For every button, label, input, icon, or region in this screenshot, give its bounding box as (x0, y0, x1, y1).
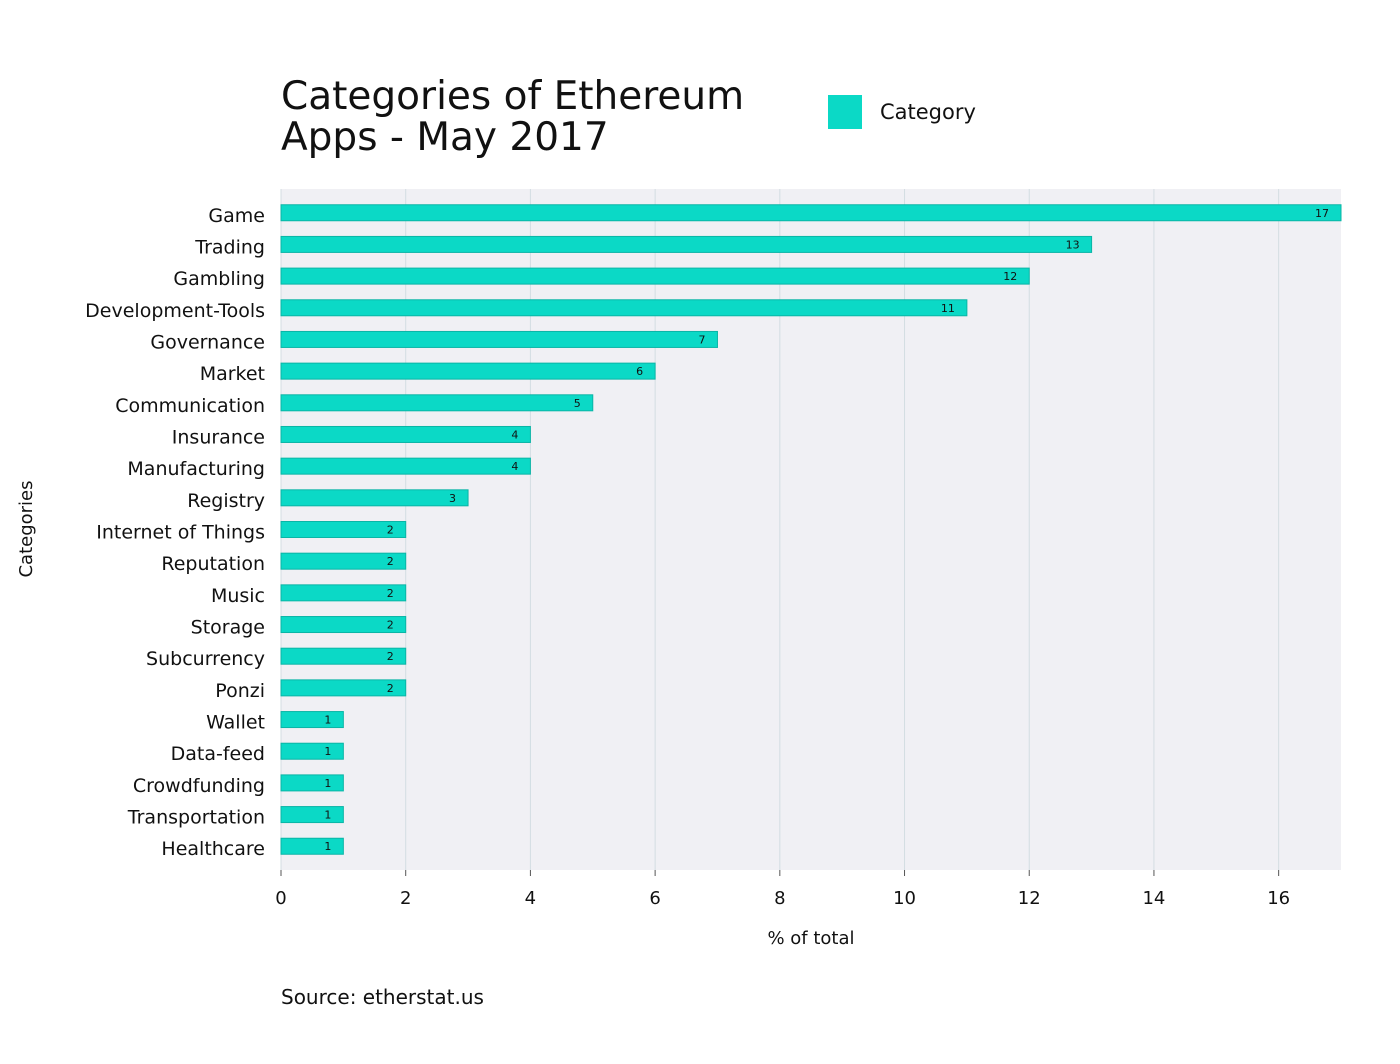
legend-label: Category (880, 100, 976, 124)
bar (280, 489, 469, 507)
bar (280, 806, 344, 824)
bar-value-label: 1 (324, 777, 331, 790)
x-tick-label: 0 (275, 888, 286, 909)
y-tick-label: Healthcare (161, 838, 265, 860)
bar-value-label: 4 (511, 460, 518, 473)
y-tick-label: Governance (150, 331, 265, 353)
bar (280, 204, 1342, 222)
bar-value-label: 2 (387, 682, 394, 695)
x-tick-label: 2 (400, 888, 411, 909)
bar (280, 679, 407, 697)
bar (280, 457, 531, 475)
y-tick-label: Insurance (172, 426, 265, 448)
chart-title: Categories of Ethereum Apps - May 2017 (281, 74, 745, 160)
bar-value-label: 12 (1003, 270, 1017, 283)
bar (280, 235, 1093, 253)
x-tick-label: 6 (649, 888, 660, 909)
y-tick-label: Market (200, 363, 265, 385)
x-tick-label: 8 (774, 888, 785, 909)
bar-value-label: 2 (387, 524, 394, 537)
y-tick-label: Trading (194, 236, 265, 258)
y-tick-label: Data-feed (171, 743, 265, 765)
legend: Category (828, 95, 976, 129)
bar (280, 742, 344, 760)
y-tick-label: Wallet (206, 712, 265, 734)
bar (280, 584, 407, 602)
bar-value-label: 13 (1066, 238, 1080, 251)
y-tick-label: Reputation (161, 553, 265, 575)
y-tick-label: Ponzi (215, 680, 265, 702)
bar-value-label: 7 (698, 333, 705, 346)
x-tick-label: 4 (525, 888, 536, 909)
y-tick-label: Internet of Things (96, 522, 265, 544)
bar (280, 711, 344, 729)
bar (280, 425, 531, 443)
bar-value-label: 1 (324, 840, 331, 853)
bar (280, 394, 594, 412)
bar-value-label: 3 (449, 492, 456, 505)
y-tick-label: Transportation (127, 807, 265, 829)
plot-background (281, 189, 1341, 870)
x-tick-label: 10 (893, 888, 916, 909)
bar-value-label: 2 (387, 650, 394, 663)
bar (280, 552, 407, 570)
bar (280, 616, 407, 634)
bar (280, 362, 656, 380)
x-tick-label: 16 (1267, 888, 1290, 909)
y-tick-label: Storage (191, 617, 265, 639)
y-tick-label: Subcurrency (146, 648, 265, 670)
x-axis-title: % of total (767, 928, 854, 949)
bar-value-label: 1 (324, 809, 331, 822)
y-tick-label: Registry (187, 490, 265, 512)
y-tick-label: Development-Tools (85, 300, 265, 322)
bar-value-label: 1 (324, 745, 331, 758)
bar-value-label: 17 (1315, 207, 1329, 220)
bar-value-label: 1 (324, 714, 331, 727)
y-tick-label: Crowdfunding (133, 775, 265, 797)
bar-value-label: 6 (636, 365, 643, 378)
y-tick-label: Gambling (173, 268, 265, 290)
bar-value-label: 2 (387, 587, 394, 600)
y-tick-label: Communication (115, 395, 265, 417)
x-tick-label: 12 (1018, 888, 1041, 909)
y-tick-label: Manufacturing (127, 458, 265, 480)
x-tick-label: 14 (1142, 888, 1165, 909)
y-tick-label: Music (211, 585, 265, 607)
bar (280, 521, 407, 538)
bar-value-label: 11 (941, 302, 955, 315)
bar-value-label: 2 (387, 555, 394, 568)
bar (280, 299, 968, 317)
bar-value-label: 5 (574, 397, 581, 410)
y-axis-title: Categories (16, 480, 37, 577)
bar (280, 330, 718, 348)
y-tick-label: Game (208, 205, 265, 227)
source-note: Source: etherstat.us (281, 985, 484, 1009)
bar-value-label: 4 (511, 428, 518, 441)
bar-value-label: 2 (387, 619, 394, 632)
legend-swatch (828, 95, 862, 129)
bar (280, 774, 344, 792)
bar (280, 267, 1030, 285)
bar (280, 647, 407, 665)
bar (280, 837, 344, 855)
